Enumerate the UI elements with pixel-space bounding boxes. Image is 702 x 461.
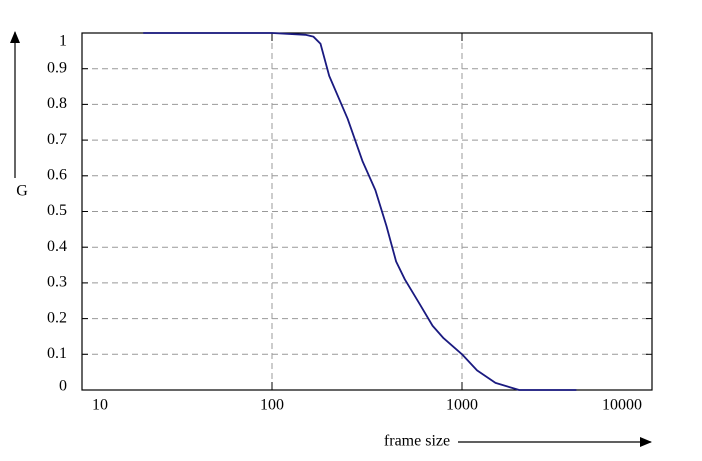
y-tick-label: 0.3 [47,274,67,291]
y-tick-label: 0.7 [47,131,67,148]
y-tick-label: 0.2 [47,309,67,326]
y-tick-label: 0 [59,378,67,395]
y-tick-label: 0.4 [47,238,67,255]
x-tick-label: 100 [260,397,284,414]
y-axis-label: G [16,183,28,200]
x-tick-label: 10 [92,397,108,414]
plot-frame [81,32,653,391]
x-tick-label: 10000 [602,397,642,414]
y-tick-label: 1 [59,33,67,50]
x-axis-label: frame size [384,433,450,450]
y-tick-label: 0.9 [47,59,67,76]
x-tick-label: 1000 [446,397,478,414]
y-tick-label: 0.8 [47,95,67,112]
data-line [143,32,577,391]
y-tick-label: 0.6 [47,166,67,183]
y-tick-label: 0.1 [47,345,67,362]
y-tick-label: 0.5 [47,202,67,219]
